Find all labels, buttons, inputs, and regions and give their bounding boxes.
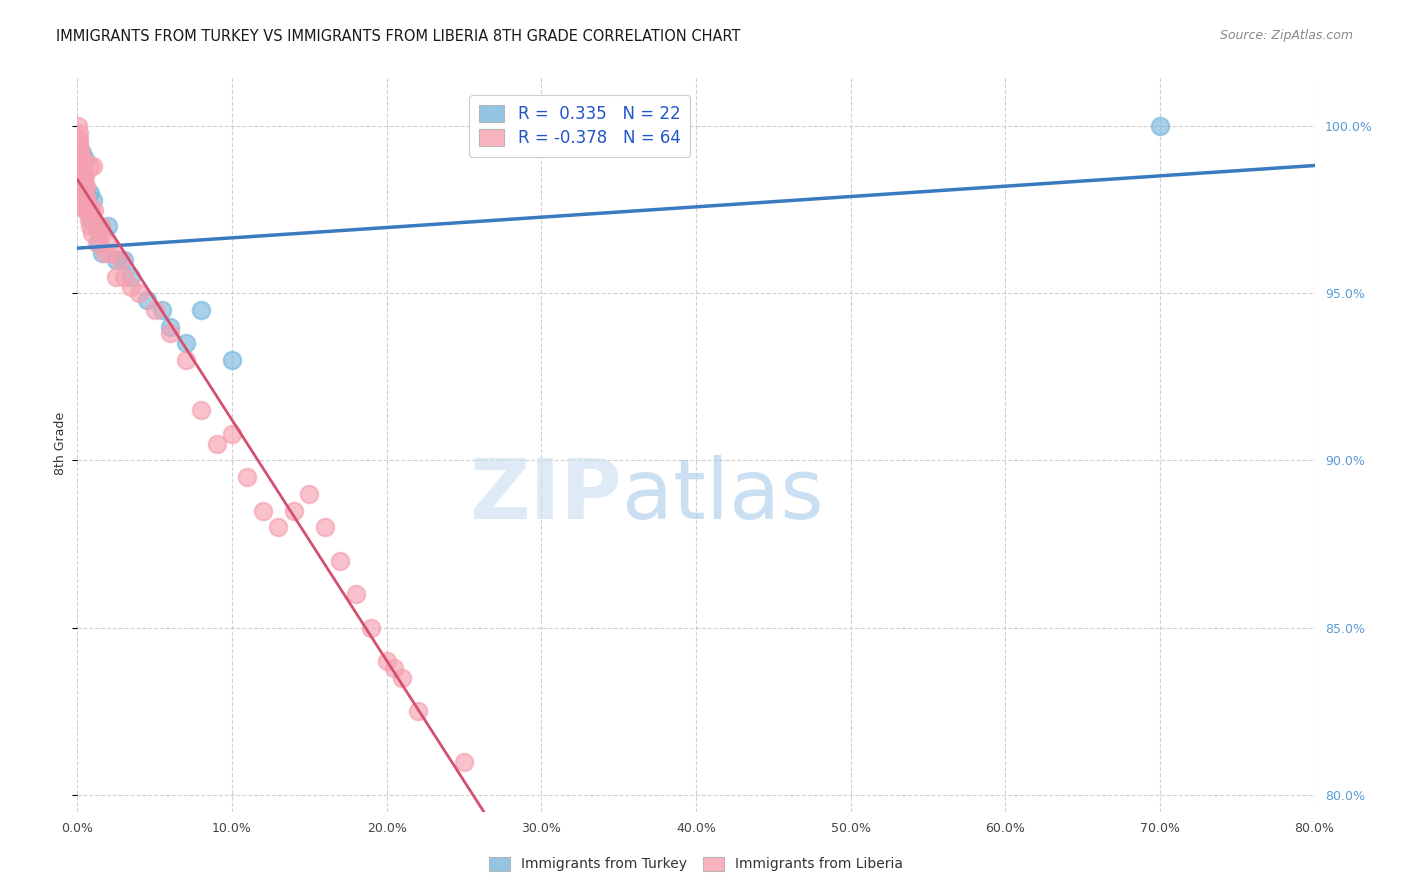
Point (80, 226, 103, 240)
Point (100, 246, 122, 260)
Point (75, 193, 97, 207)
Point (69, 153, 91, 167)
Point (67, 132, 90, 146)
Point (84, 219, 107, 234)
Point (159, 326, 181, 341)
Point (76, 186, 98, 200)
Point (72, 186, 94, 200)
Point (91, 226, 114, 240)
Point (190, 303, 212, 318)
Point (69, 159, 91, 173)
Legend: Immigrants from Turkey, Immigrants from Liberia: Immigrants from Turkey, Immigrants from … (482, 850, 910, 879)
Point (75, 202, 96, 217)
Text: IMMIGRANTS FROM TURKEY VS IMMIGRANTS FROM LIBERIA 8TH GRADE CORRELATION CHART: IMMIGRANTS FROM TURKEY VS IMMIGRANTS FRO… (56, 29, 741, 44)
Point (97, 219, 120, 234)
Point (136, 293, 159, 307)
Point (79, 219, 101, 234)
Point (70, 169, 93, 184)
Point (77, 212, 100, 227)
Point (174, 336, 197, 351)
Point (82, 159, 104, 173)
Point (70, 153, 93, 167)
Point (80, 212, 103, 227)
Point (298, 487, 321, 501)
Point (121, 279, 143, 293)
Point (112, 269, 135, 284)
Point (236, 470, 259, 484)
Point (382, 661, 406, 675)
Point (329, 554, 352, 568)
Point (72, 169, 94, 184)
Point (94, 246, 117, 260)
Y-axis label: 8th Grade: 8th Grade (53, 412, 67, 475)
Point (90, 219, 111, 234)
Point (67, 136, 90, 150)
Point (84, 219, 107, 234)
Point (79, 159, 101, 173)
Point (76, 193, 98, 207)
Point (73, 193, 96, 207)
Point (97, 236, 120, 251)
Point (252, 504, 274, 518)
Point (76, 202, 98, 217)
Point (86, 236, 108, 251)
Point (75, 179, 97, 194)
Point (91, 246, 114, 260)
Point (73, 176, 96, 190)
Point (375, 654, 398, 668)
Point (453, 755, 475, 769)
Point (344, 587, 367, 601)
Point (73, 169, 96, 184)
Point (67, 126, 90, 140)
Point (205, 437, 228, 451)
Point (72, 169, 94, 184)
Point (79, 186, 101, 200)
Point (75, 153, 96, 167)
Point (159, 319, 181, 334)
Point (143, 303, 166, 318)
Point (121, 269, 143, 284)
Point (314, 520, 336, 534)
Point (82, 193, 104, 207)
Point (128, 286, 150, 301)
Point (83, 202, 105, 217)
Point (110, 252, 132, 267)
Point (267, 520, 290, 534)
Point (105, 252, 127, 267)
Point (69, 145, 91, 160)
Point (1149, 119, 1171, 133)
Point (221, 353, 243, 368)
Point (406, 705, 429, 719)
Point (105, 269, 127, 284)
Point (70, 159, 93, 173)
Point (67, 119, 90, 133)
Point (152, 303, 174, 318)
Point (69, 143, 91, 157)
Point (360, 621, 382, 635)
Point (70, 145, 93, 160)
Text: Source: ZipAtlas.com: Source: ZipAtlas.com (1219, 29, 1353, 42)
Point (190, 403, 212, 417)
Point (174, 353, 197, 368)
Point (72, 169, 94, 184)
Text: atlas: atlas (621, 455, 824, 536)
Point (112, 252, 135, 267)
Point (391, 671, 413, 685)
Point (283, 504, 305, 518)
Point (80, 202, 103, 217)
Point (77, 202, 100, 217)
Point (221, 426, 243, 441)
Point (72, 153, 94, 167)
Text: ZIP: ZIP (470, 455, 621, 536)
Point (77, 202, 100, 217)
Point (75, 186, 97, 200)
Point (87, 236, 110, 251)
